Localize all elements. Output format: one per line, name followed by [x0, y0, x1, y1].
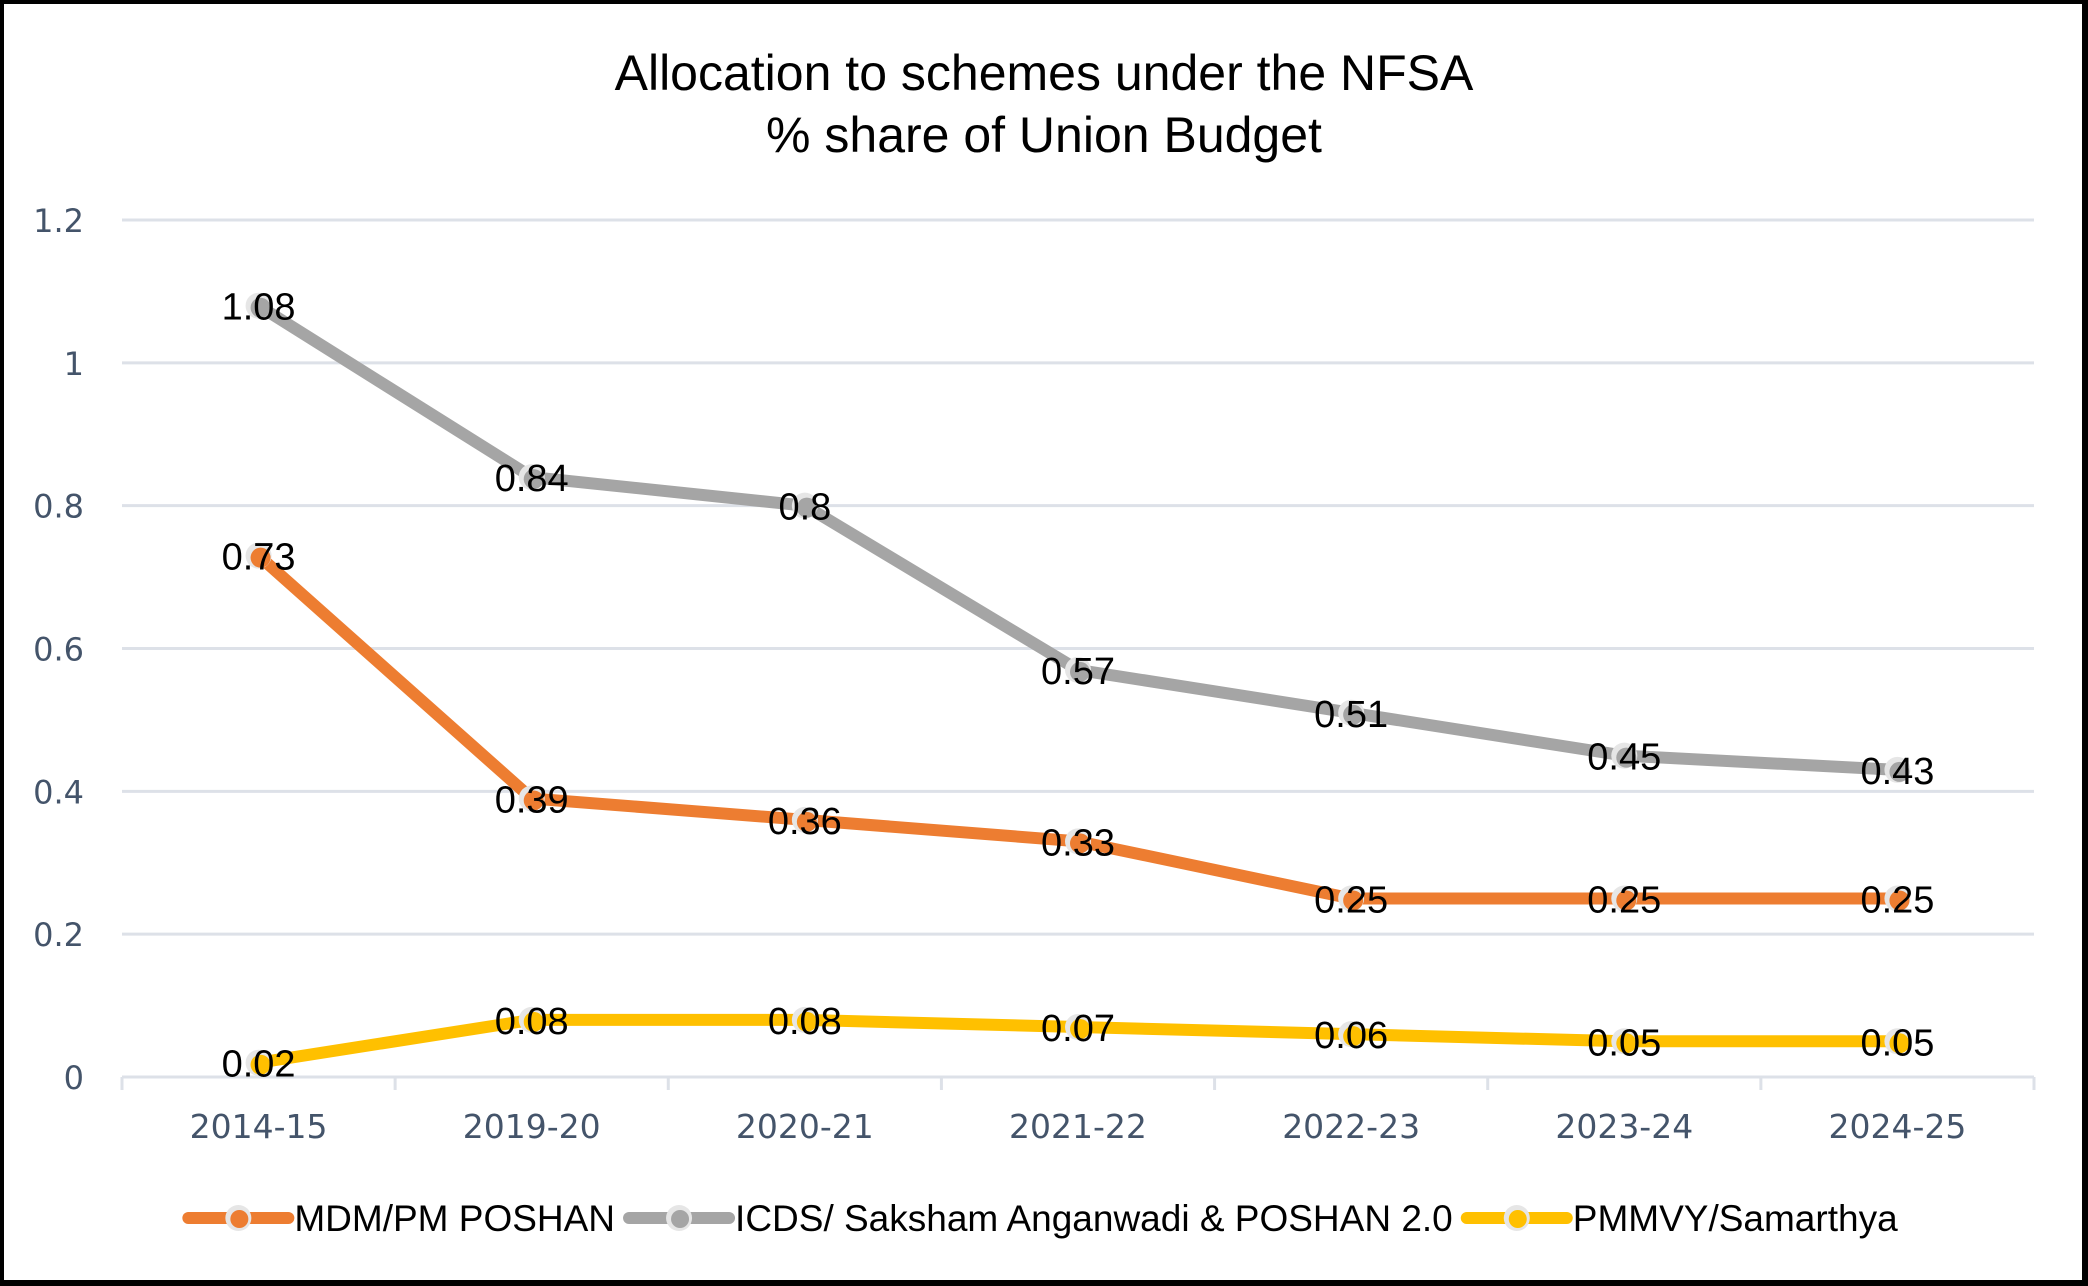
series-lines [245, 292, 1911, 1076]
marker [250, 1054, 271, 1075]
legend-item-0: MDM/PM POSHAN [182, 1198, 615, 1239]
gridlines [122, 218, 2034, 936]
y-tick-label: 1 [64, 345, 84, 383]
data-label: 0.05 [1587, 1022, 1661, 1064]
marker [523, 1011, 544, 1032]
x-tick-label: 2019-20 [463, 1107, 601, 1146]
y-tick-label: 0.6 [33, 631, 84, 669]
x-tick-label: 2023-24 [1555, 1107, 1693, 1146]
data-label: 0.8 [778, 487, 831, 529]
marker [1070, 1019, 1090, 1040]
data-label: 0.06 [1314, 1015, 1388, 1057]
data-point [518, 464, 545, 491]
marker [1616, 747, 1637, 768]
legend: MDM/PM POSHAN ICDS/ Saksham Anganwadi & P… [182, 1198, 1898, 1239]
data-label: 0.57 [1041, 651, 1115, 693]
data-point [791, 492, 818, 519]
marker [1889, 890, 1910, 911]
data-point [518, 1006, 545, 1033]
marker [523, 790, 544, 811]
data-point [791, 806, 818, 833]
marker [1070, 661, 1090, 682]
data-label: 0.36 [768, 801, 842, 843]
chart-title: Allocation to schemes under the NFSA % s… [615, 45, 1474, 163]
chart-frame: Allocation to schemes under the NFSA % s… [4, 4, 2082, 1280]
data-point [245, 1049, 272, 1076]
legend-marker-icon [230, 1210, 249, 1228]
marker [250, 297, 271, 318]
legend-marker-icon [671, 1210, 690, 1228]
data-label: 0.25 [1314, 879, 1388, 921]
marker [796, 811, 817, 832]
data-label: 0.33 [1041, 822, 1115, 864]
data-label: 0.43 [1860, 751, 1934, 793]
marker [796, 1011, 817, 1032]
legend-marker-icon [1508, 1210, 1527, 1228]
chart-title-line1: Allocation to schemes under the NFSA [615, 45, 1474, 101]
y-tick-label: 0.4 [33, 773, 84, 811]
legend-label: MDM/PM POSHAN [294, 1198, 615, 1239]
data-label: 0.02 [222, 1044, 296, 1086]
marker [523, 469, 544, 490]
marker [1343, 704, 1364, 725]
legend-label: PMMVY/Samarthya [1573, 1198, 1898, 1239]
data-label: 0.07 [1041, 1008, 1115, 1050]
data-point [1065, 828, 1091, 855]
y-axis: 0 0.2 0.4 0.6 0.8 1 1.2 [33, 202, 84, 1097]
data-point [1338, 699, 1365, 726]
data-label: 1.08 [222, 287, 296, 329]
x-tick-label: 2021-22 [1009, 1107, 1147, 1146]
series-line-1 [252, 299, 1904, 776]
x-axis: 2014-15 2019-20 2020-21 2021-22 2022-23 2023-… [120, 1075, 2036, 1146]
marker [796, 497, 817, 518]
data-point [518, 785, 545, 812]
data-point [791, 1006, 818, 1033]
x-tick-label: 2014-15 [190, 1107, 328, 1146]
y-tick-label: 0 [64, 1059, 84, 1097]
data-label: 0.25 [1587, 879, 1661, 921]
data-point [1884, 885, 1911, 912]
line-chart: Allocation to schemes under the NFSA % s… [33, 45, 2036, 1239]
marker [1889, 1033, 1910, 1054]
data-point [245, 292, 272, 319]
marker [1343, 1026, 1364, 1047]
marker [1889, 761, 1910, 782]
data-label: 0.39 [495, 779, 569, 821]
data-point [1884, 756, 1911, 783]
y-tick-label: 0.8 [33, 488, 84, 526]
data-label: 0.08 [495, 1001, 569, 1043]
marker [250, 547, 271, 568]
data-point [1611, 1028, 1638, 1055]
y-tick-label: 1.2 [33, 202, 84, 240]
legend-item-1: ICDS/ Saksham Anganwadi & POSHAN 2.0 [623, 1198, 1453, 1239]
data-label: 0.25 [1860, 879, 1934, 921]
x-tick-label: 2020-21 [736, 1107, 874, 1146]
y-tick-label: 0.2 [33, 916, 84, 954]
data-point [1884, 1028, 1911, 1055]
chart-subtitle: % share of Union Budget [766, 107, 1322, 163]
data-point [1338, 1021, 1365, 1048]
marker [1616, 890, 1637, 911]
data-label: 0.05 [1860, 1022, 1934, 1064]
marker [1343, 890, 1364, 911]
data-point [1611, 742, 1638, 769]
data-label: 0.73 [222, 537, 296, 579]
marker [1616, 1033, 1637, 1054]
data-label: 0.84 [495, 458, 569, 500]
data-point [1065, 1014, 1091, 1041]
marker [1070, 833, 1090, 854]
x-tick-label: 2022-23 [1282, 1107, 1420, 1146]
data-labels: 0.73 0.39 0.36 0.33 0.25 0.25 0.25 1.08 0.84 0.8 0… [222, 287, 1935, 1086]
x-tick-label: 2024-25 [1828, 1107, 1966, 1146]
data-point [1611, 885, 1638, 912]
data-label: 0.51 [1314, 694, 1388, 736]
data-point [1065, 656, 1091, 683]
data-point [245, 542, 272, 569]
data-label: 0.08 [768, 1001, 842, 1043]
legend-label: ICDS/ Saksham Anganwadi & POSHAN 2.0 [735, 1198, 1453, 1239]
legend-item-2: PMMVY/Samarthya [1460, 1198, 1898, 1239]
data-label: 0.45 [1587, 737, 1661, 779]
data-point [1338, 885, 1365, 912]
